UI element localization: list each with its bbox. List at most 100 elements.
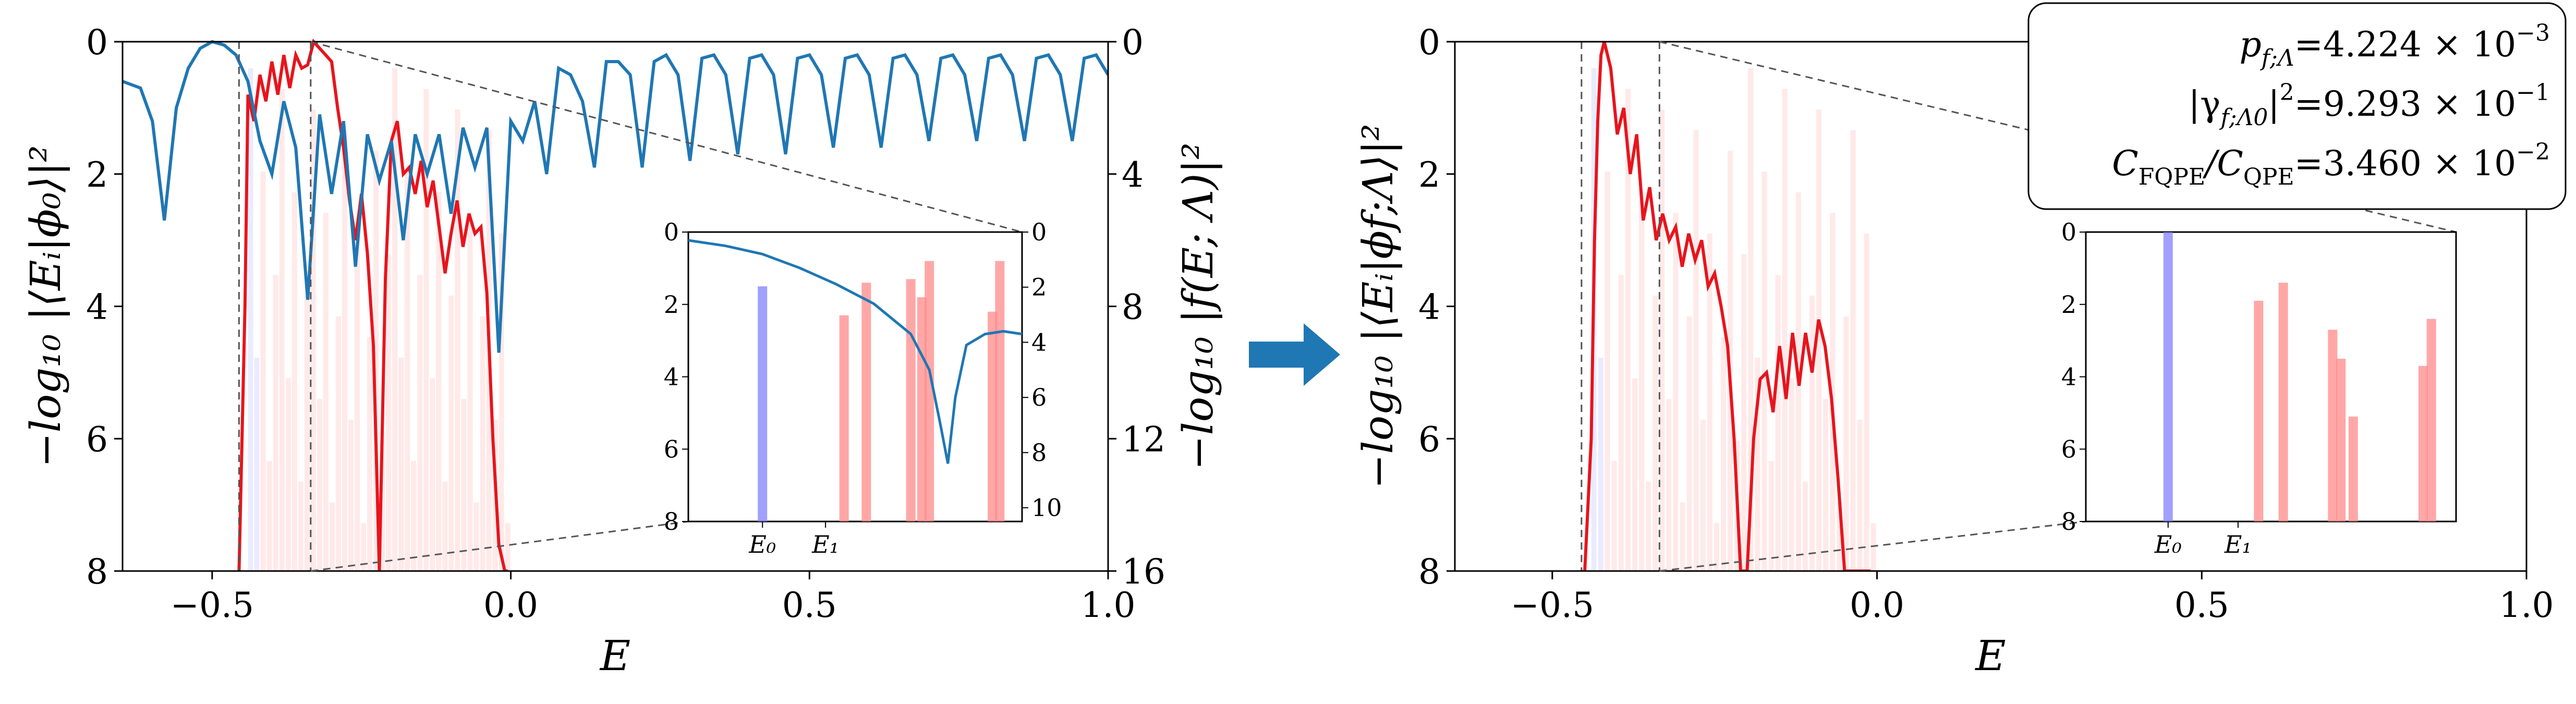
y-tick-label: 2 bbox=[1418, 155, 1440, 195]
spectrum-bar bbox=[1837, 502, 1842, 571]
inset-y-tick-label: 6 bbox=[664, 435, 679, 463]
y-right-tick-label: 8 bbox=[1122, 287, 1144, 327]
spectrum-bar bbox=[1652, 295, 1658, 571]
y-tick-label: 0 bbox=[1418, 22, 1440, 63]
inset-x-tick-label: E₁ bbox=[2224, 530, 2252, 559]
spectrum-bar bbox=[423, 89, 429, 571]
inset-y-tick-label: 8 bbox=[664, 507, 679, 536]
spectrum-bar bbox=[1666, 399, 1672, 571]
spectrum-bar bbox=[1707, 233, 1712, 571]
inset-bar bbox=[2418, 366, 2428, 521]
y-right-tick-label: 0 bbox=[1122, 22, 1144, 63]
spectrum-bar bbox=[1598, 357, 1603, 571]
spectrum-bar bbox=[417, 275, 423, 571]
left-panel: −0.5 0.0 0.5 1.0 0 2 4 6 8 0 4 8 12 16 −log₁₀ |f(E; Λ)… bbox=[21, 22, 1222, 680]
spectrum-bar bbox=[248, 68, 253, 571]
spectrum-bar bbox=[1775, 275, 1781, 571]
inset-bar bbox=[861, 283, 871, 521]
inset-y-tick-label: 2 bbox=[664, 290, 679, 319]
spectrum-bar bbox=[285, 378, 291, 571]
x-tick-label: 1.0 bbox=[1081, 585, 1136, 625]
inset-bar bbox=[2328, 330, 2338, 521]
x-tick-label: 1.0 bbox=[2499, 585, 2554, 625]
spectrum-bar bbox=[1611, 461, 1617, 571]
spectrum-bar bbox=[1673, 213, 1679, 571]
spectrum-bar bbox=[1850, 130, 1856, 571]
inset-y-right-tick-label: 6 bbox=[1031, 383, 1047, 411]
spectrum-bar bbox=[386, 254, 392, 571]
spectrum-bar bbox=[1870, 523, 1876, 571]
spectrum-bar bbox=[430, 378, 435, 571]
spectrum-bar bbox=[279, 89, 285, 571]
spectrum-bar bbox=[1864, 233, 1869, 571]
spectrum-bar bbox=[367, 337, 373, 571]
spectrum-bar bbox=[355, 233, 360, 571]
spectrum-bar bbox=[1755, 357, 1760, 571]
spectrum-bar bbox=[335, 316, 341, 571]
inset: 0 2 4 6 8 10 0 2 4 6 8 E₀ E₁ bbox=[310, 41, 1062, 572]
spectrum-bar bbox=[1618, 275, 1624, 571]
spectrum-bar bbox=[1857, 419, 1863, 571]
spectrum-bar bbox=[373, 151, 379, 571]
inset-y-tick-label: 8 bbox=[2061, 507, 2076, 536]
zoom-connector-bottom bbox=[1659, 520, 2086, 572]
series-line-filter bbox=[123, 40, 1108, 353]
spectrum-bar bbox=[304, 295, 310, 571]
inset-y-right-tick-label: 0 bbox=[1031, 218, 1047, 246]
zoom-connector-bottom bbox=[310, 520, 689, 572]
y-tick-label: 6 bbox=[1418, 419, 1440, 459]
inset-y-tick-label: 4 bbox=[2061, 363, 2076, 391]
inset-frame bbox=[2085, 231, 2457, 523]
spectrum-bar bbox=[266, 461, 272, 571]
spectrum-bar bbox=[1809, 295, 1815, 571]
spectrum-bar bbox=[480, 316, 485, 571]
right-panel: −0.5 0.0 0.5 1.0 0 2 4 6 8 E −log₁₀ |⟨Eᵢ|ϕf;Λ⟩|² 0 2… bbox=[1354, 22, 2554, 680]
spectrum-bar bbox=[342, 130, 347, 571]
spectrum-bar bbox=[1816, 110, 1822, 571]
inset-y-tick-label: 0 bbox=[2061, 218, 2076, 246]
spectrum-bar bbox=[317, 399, 322, 571]
spectrum-bar bbox=[291, 192, 297, 571]
spectrum-bar bbox=[442, 481, 448, 571]
y-tick-label: 8 bbox=[86, 552, 108, 592]
spectrum-bar bbox=[298, 481, 303, 571]
x-tick-label: −0.5 bbox=[171, 585, 254, 625]
y-tick-label: 4 bbox=[1418, 287, 1440, 327]
spectrum-bar bbox=[1830, 213, 1836, 571]
spectrum-bar bbox=[1843, 316, 1849, 571]
y-right-axis-label: −log₁₀ |f(E; Λ)|² bbox=[1174, 142, 1222, 470]
spectrum-bar bbox=[1700, 419, 1706, 571]
spectrum-bar bbox=[455, 110, 460, 571]
spectrum-bar bbox=[405, 171, 410, 571]
inset-bar bbox=[2254, 300, 2264, 521]
y-right-tick-label: 12 bbox=[1122, 419, 1165, 459]
spectrum-bar bbox=[411, 461, 417, 571]
inset-bar bbox=[2426, 319, 2436, 521]
spectrum-bar bbox=[1721, 337, 1727, 571]
spectrum-bar bbox=[473, 502, 479, 571]
spectrum-bar bbox=[467, 213, 473, 571]
spectrum-bar bbox=[380, 440, 385, 571]
inset-bar bbox=[988, 311, 998, 521]
y-tick-label: 6 bbox=[86, 419, 108, 459]
inset-y-tick-label: 0 bbox=[664, 218, 679, 246]
inset-bar bbox=[758, 286, 768, 521]
x-axis-label: E bbox=[1974, 632, 2006, 680]
y-axis-label: −log₁₀ |⟨Eᵢ|ϕf;Λ⟩|² bbox=[1354, 124, 1402, 489]
spectrum-bars bbox=[248, 68, 511, 571]
stat-gamma: |γf;Λ0|2=9.293 × 10−1 bbox=[2189, 79, 2550, 131]
y-tick-label: 8 bbox=[1418, 552, 1440, 592]
spectrum-bar bbox=[273, 275, 278, 571]
inset-bar bbox=[2348, 416, 2358, 521]
spectrum-bar bbox=[1823, 399, 1829, 571]
y-tick-label: 0 bbox=[86, 22, 108, 63]
inset-bar bbox=[2278, 283, 2288, 521]
inset: 0 2 4 6 8 E₀ E₁ bbox=[1659, 41, 2457, 572]
spectrum-bar bbox=[1625, 89, 1631, 571]
spectrum-bar bbox=[1782, 89, 1788, 571]
spectrum-bar bbox=[310, 110, 316, 571]
series-line-overlap bbox=[1583, 41, 1871, 571]
spectrum-bar bbox=[436, 192, 442, 571]
stats-box: pf;Λ=4.224 × 10−3 |γf;Λ0|2=9.293 × 10−1 … bbox=[2027, 2, 2567, 210]
spectrum-bar bbox=[1768, 461, 1774, 571]
